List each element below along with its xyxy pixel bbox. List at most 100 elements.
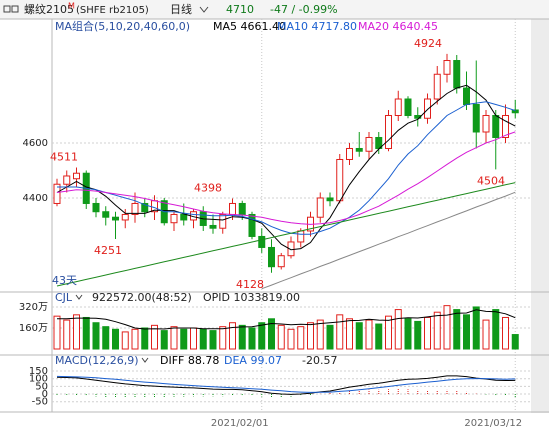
- panel-info: 922572.00(48:52): [92, 291, 192, 304]
- volume-bar: [433, 311, 441, 350]
- candle-body: [141, 202, 149, 213]
- annotation: 4924: [414, 37, 442, 50]
- volume-bar: [180, 328, 188, 350]
- last-price: 4710: [226, 3, 254, 16]
- candle-body: [297, 230, 305, 243]
- legend-value: 4640.45: [393, 20, 439, 33]
- right-strip: [531, 19, 549, 413]
- candle-body: [472, 104, 480, 133]
- volume-bar: [404, 318, 412, 350]
- exchange: (SHFE rb2105): [76, 5, 149, 16]
- candle-body: [326, 197, 334, 202]
- legend-entry: DIFF 88.78: [160, 354, 219, 367]
- line: [57, 101, 516, 235]
- legend-name: MA5: [213, 20, 237, 33]
- candle-body: [424, 98, 431, 119]
- legend-title: MA组合(5,10,20,40,60,0): [55, 19, 190, 33]
- period[interactable]: 日线: [170, 2, 192, 16]
- volume-bar: [238, 324, 246, 350]
- candle-body: [268, 246, 275, 268]
- candle-body: [365, 136, 373, 152]
- legend-entry: MA20 4640.45: [358, 20, 438, 33]
- candle-body: [385, 114, 392, 149]
- volume-bar: [297, 326, 305, 350]
- legend-value: 88.78: [188, 354, 220, 367]
- candle-body: [502, 114, 509, 138]
- volume-bar: [131, 328, 139, 350]
- candle-body: [92, 202, 100, 213]
- volume-bar: [199, 328, 207, 350]
- panel-title: CJL: [55, 291, 73, 304]
- line: [56, 84, 516, 251]
- volume-bar: [316, 319, 324, 350]
- legend-name: MA10: [277, 20, 308, 33]
- y-tick-label: -50: [32, 397, 48, 408]
- legend-value: 4717.80: [312, 20, 358, 33]
- candle-body: [209, 224, 217, 229]
- volume-bar: [326, 324, 334, 350]
- toolbar: [0, 0, 549, 19]
- candle-body: [482, 114, 490, 133]
- y-tick-label: 50: [35, 381, 48, 392]
- candle-body: [511, 109, 519, 114]
- candle-body: [131, 202, 139, 215]
- y-tick-label: 150: [29, 366, 48, 377]
- volume-bar: [287, 328, 295, 350]
- volume-bar: [268, 318, 275, 350]
- candle-body: [433, 73, 441, 100]
- candle-body: [463, 87, 470, 106]
- line: [56, 375, 516, 393]
- candle-body: [287, 241, 295, 257]
- volume-bar: [63, 319, 71, 350]
- legend-entry: MA10 4717.80: [277, 20, 357, 33]
- candle-body: [492, 114, 500, 138]
- volume-bar: [258, 322, 266, 350]
- volume-bar: [502, 316, 509, 350]
- candle-body: [180, 213, 188, 221]
- volume-bar: [170, 326, 178, 350]
- volume-bar: [141, 327, 149, 350]
- candle-body: [238, 202, 246, 215]
- line: [261, 191, 516, 290]
- candle-body: [63, 175, 71, 185]
- x-tick-label: 2021/02/01: [211, 418, 269, 429]
- volume-bar: [112, 328, 119, 350]
- volume-bar: [160, 330, 168, 350]
- candle-body: [102, 211, 110, 218]
- volume-bar: [121, 331, 129, 350]
- volume-bar: [92, 322, 100, 350]
- volume-bar: [424, 316, 431, 350]
- chevron[interactable]: [141, 357, 149, 363]
- volume-bar: [463, 314, 470, 350]
- candle-body: [258, 235, 266, 248]
- volume-bar: [73, 314, 80, 350]
- menu-icon[interactable]: [3, 5, 19, 13]
- candle-body: [336, 158, 344, 202]
- line: [56, 375, 516, 395]
- period-label: 43天: [52, 274, 77, 287]
- y-tick-label: 160万: [19, 323, 48, 334]
- line: [57, 309, 516, 330]
- chevron[interactable]: [75, 294, 83, 300]
- volume-bar: [375, 323, 383, 350]
- volume-bar: [336, 314, 344, 350]
- volume-bar: [277, 324, 285, 350]
- volume-bar: [355, 322, 363, 350]
- symbol-mark: M: [68, 2, 75, 11]
- chevron[interactable]: [199, 6, 209, 13]
- volume-bar: [53, 315, 61, 350]
- candle-body: [443, 60, 451, 75]
- legend-name: DEA: [224, 354, 247, 367]
- candle-body: [316, 197, 324, 218]
- volume-bar: [82, 316, 90, 350]
- y-tick-label: 320万: [19, 302, 48, 313]
- annotation: 4128: [236, 278, 264, 291]
- candle-body: [170, 213, 178, 224]
- volume-bar: [229, 322, 236, 350]
- icon-part: [3, 5, 11, 13]
- annotation: 4251: [94, 244, 122, 257]
- volume-bar: [453, 309, 461, 350]
- annotation: 4504: [477, 174, 505, 187]
